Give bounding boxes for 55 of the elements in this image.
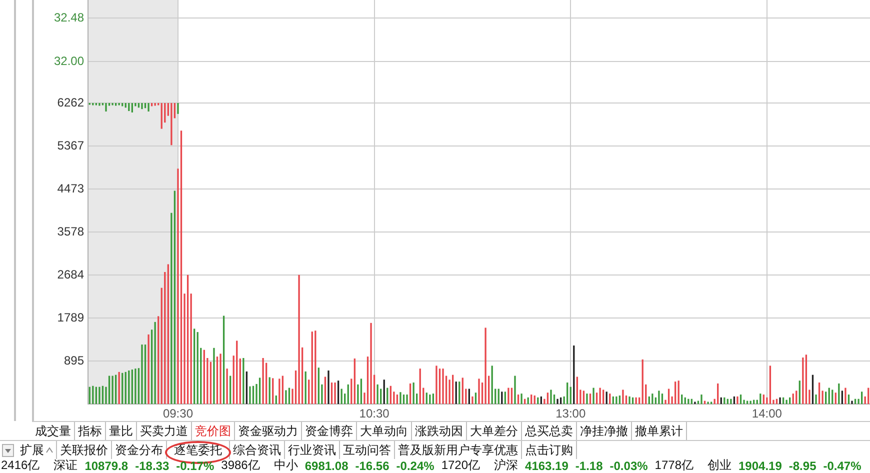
text: 买卖力道 (137, 422, 192, 440)
text: 点击订购 (522, 441, 577, 459)
text: 指标 (75, 422, 106, 440)
text: -0.03% (610, 458, 648, 472)
text: -16.56 (355, 458, 390, 472)
text: 中小 (274, 457, 298, 473)
text: -0.47% (823, 458, 862, 472)
text: 2416亿 (1, 457, 40, 473)
x-tick-label: 09:30 (162, 406, 194, 421)
y-tick-label: 1789 (57, 310, 84, 324)
text: 4163.19 (525, 458, 568, 472)
text: 资金驱动力 (235, 422, 302, 440)
text: 10879.8 (84, 458, 128, 472)
y-tick-label: 5367 (57, 138, 84, 152)
text: 沪深 (494, 457, 518, 473)
y-tick-label: 32.00 (54, 54, 84, 68)
y-tick-label: 3578 (57, 224, 84, 238)
text: 1778亿 (654, 457, 694, 473)
text: 3986亿 (221, 457, 260, 473)
text: 行业资讯 (285, 441, 340, 459)
text: 深证 (54, 457, 78, 473)
text: 扩展 (17, 441, 57, 459)
text: 净挂净撤 (577, 422, 632, 440)
y-tick-label: 4473 (57, 181, 84, 196)
y-tick-label: 895 (64, 353, 84, 368)
text: 总买总卖 (522, 422, 577, 440)
text: 关联报价 (57, 441, 112, 459)
text: 1904.19 (738, 458, 782, 472)
text: -1.18 (575, 458, 603, 472)
text: 量比 (106, 422, 137, 440)
text: -0.24% (396, 458, 434, 472)
text: -8.95 (788, 458, 816, 472)
text: 大单动向 (357, 422, 412, 440)
text: 大单差分 (467, 422, 522, 440)
text: 资金分布 (112, 441, 167, 459)
text: 综合资讯 (230, 441, 285, 459)
y-tick-label: 6262 (57, 95, 84, 110)
text: -18.33 (135, 458, 170, 472)
x-tick-label: 10:30 (359, 406, 390, 421)
x-tick-label: 13:00 (556, 406, 586, 421)
y-tick-label: 2684 (57, 267, 84, 282)
text: 互动问答 (340, 441, 395, 459)
text: 创业 (708, 457, 732, 473)
text: 涨跌动因 (412, 422, 467, 440)
text: 普及版新用户专享优惠 (395, 441, 522, 459)
text: 成交量 (32, 422, 75, 440)
text: 逐笔委托 (167, 441, 230, 459)
text: 6981.08 (304, 458, 348, 472)
x-tick-label: 14:00 (752, 406, 782, 421)
text: 1720亿 (441, 457, 480, 473)
text: -0.17% (176, 458, 214, 472)
text: 撤单累计 (632, 422, 687, 440)
text: 竞价图 (192, 422, 235, 440)
text: 资金博弈 (302, 422, 357, 440)
y-tick-label: 32.48 (54, 10, 84, 24)
